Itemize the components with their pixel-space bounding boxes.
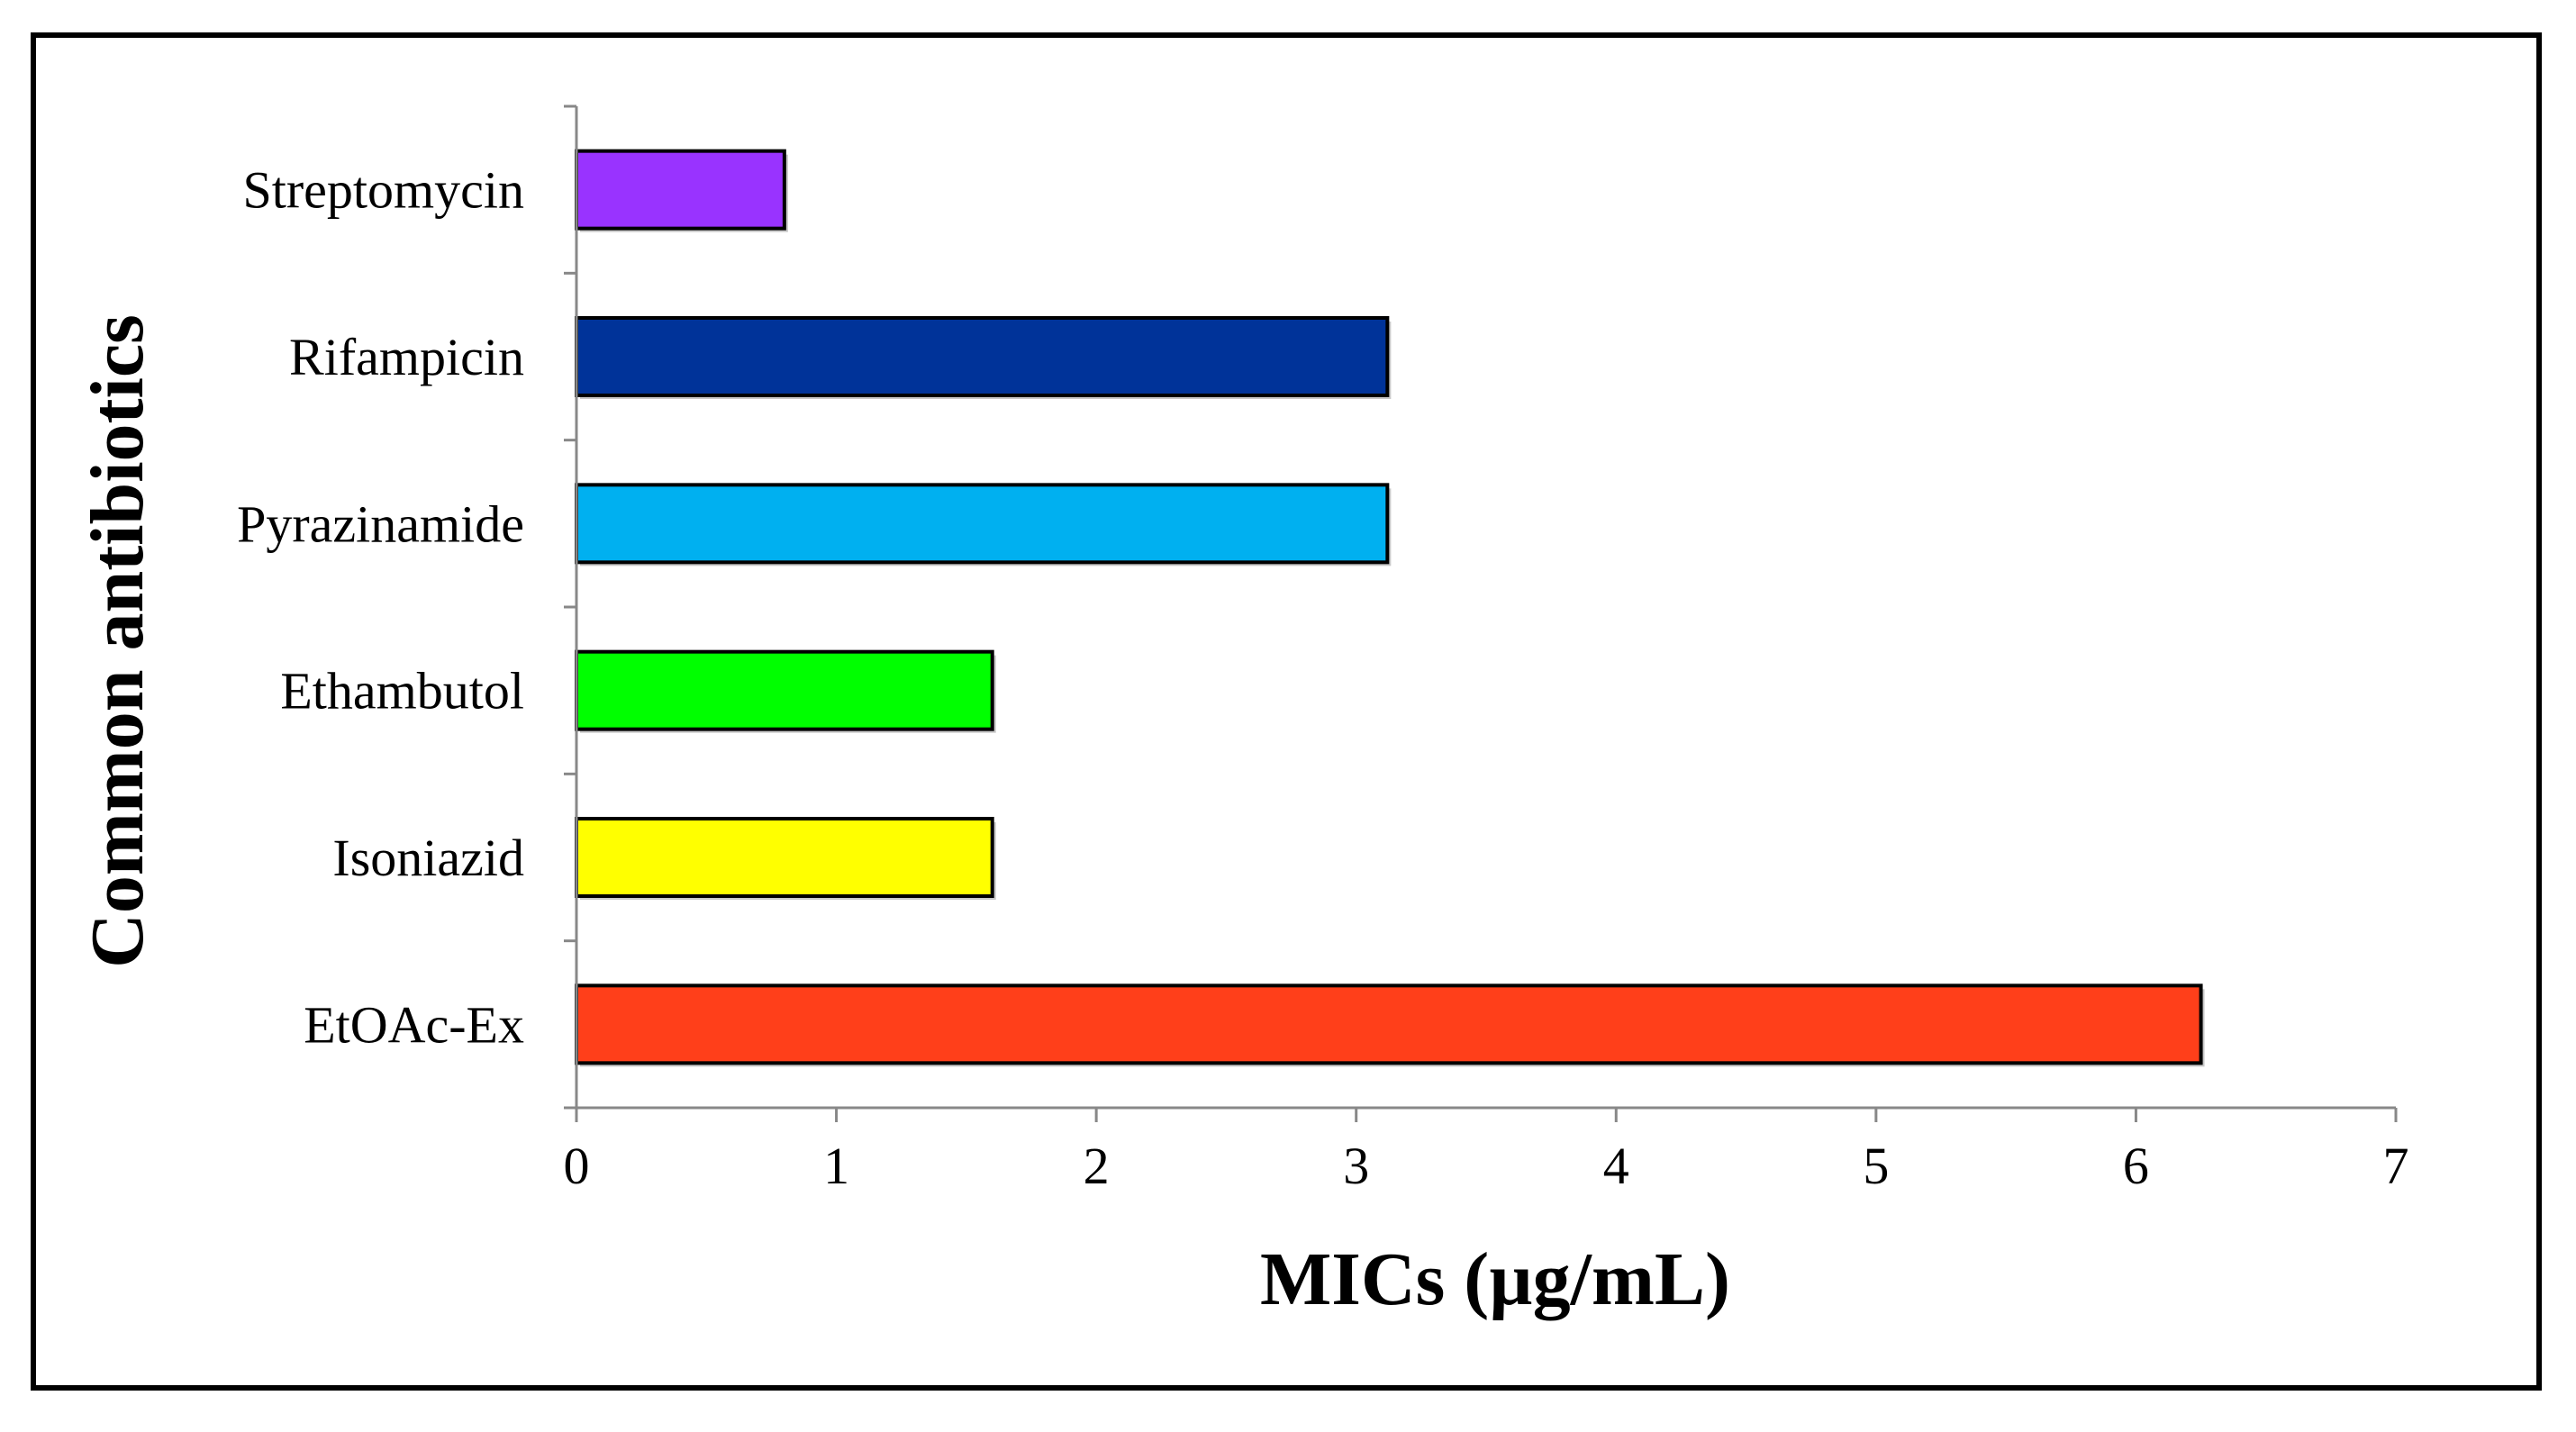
category-label: Isoniazid — [332, 829, 524, 887]
ticks-layer: 0 1 2 3 4 5 6 7 — [564, 104, 2409, 1195]
x-axis-title: MICs (µg/mL) — [1260, 1237, 1730, 1321]
bar-streptomycin — [575, 149, 786, 231]
category-label: Rifampicin — [289, 328, 524, 386]
x-tick-label: 5 — [1863, 1137, 1889, 1195]
x-tick-label: 7 — [2383, 1137, 2409, 1195]
bar-pyrazinamide — [575, 483, 1390, 565]
bar-ethambutol — [575, 649, 994, 731]
bar-isoniazid — [575, 817, 994, 898]
bars-layer — [575, 149, 2205, 1067]
x-tick-label: 3 — [1343, 1137, 1369, 1195]
bar-rifampicin — [575, 316, 1390, 397]
category-label: EtOAc-Ex — [304, 995, 524, 1054]
x-tick-label: 4 — [1603, 1137, 1629, 1195]
category-label: Streptomycin — [242, 161, 524, 220]
axes-layer — [575, 106, 2396, 1110]
bar-etoac-ex — [575, 983, 2203, 1065]
x-tick-label: 0 — [564, 1137, 590, 1195]
category-label: Ethambutol — [280, 662, 524, 721]
chart-frame — [31, 32, 2542, 1391]
x-tick-label: 6 — [2123, 1137, 2149, 1195]
y-axis-title: Common antibiotics — [76, 314, 159, 968]
x-tick-label: 1 — [823, 1137, 849, 1195]
category-label: Pyrazinamide — [237, 494, 524, 553]
category-labels: EtOAc-Ex Isoniazid Ethambutol Pyrazinamide R… — [237, 161, 524, 1055]
x-tick-label: 2 — [1084, 1137, 1110, 1195]
